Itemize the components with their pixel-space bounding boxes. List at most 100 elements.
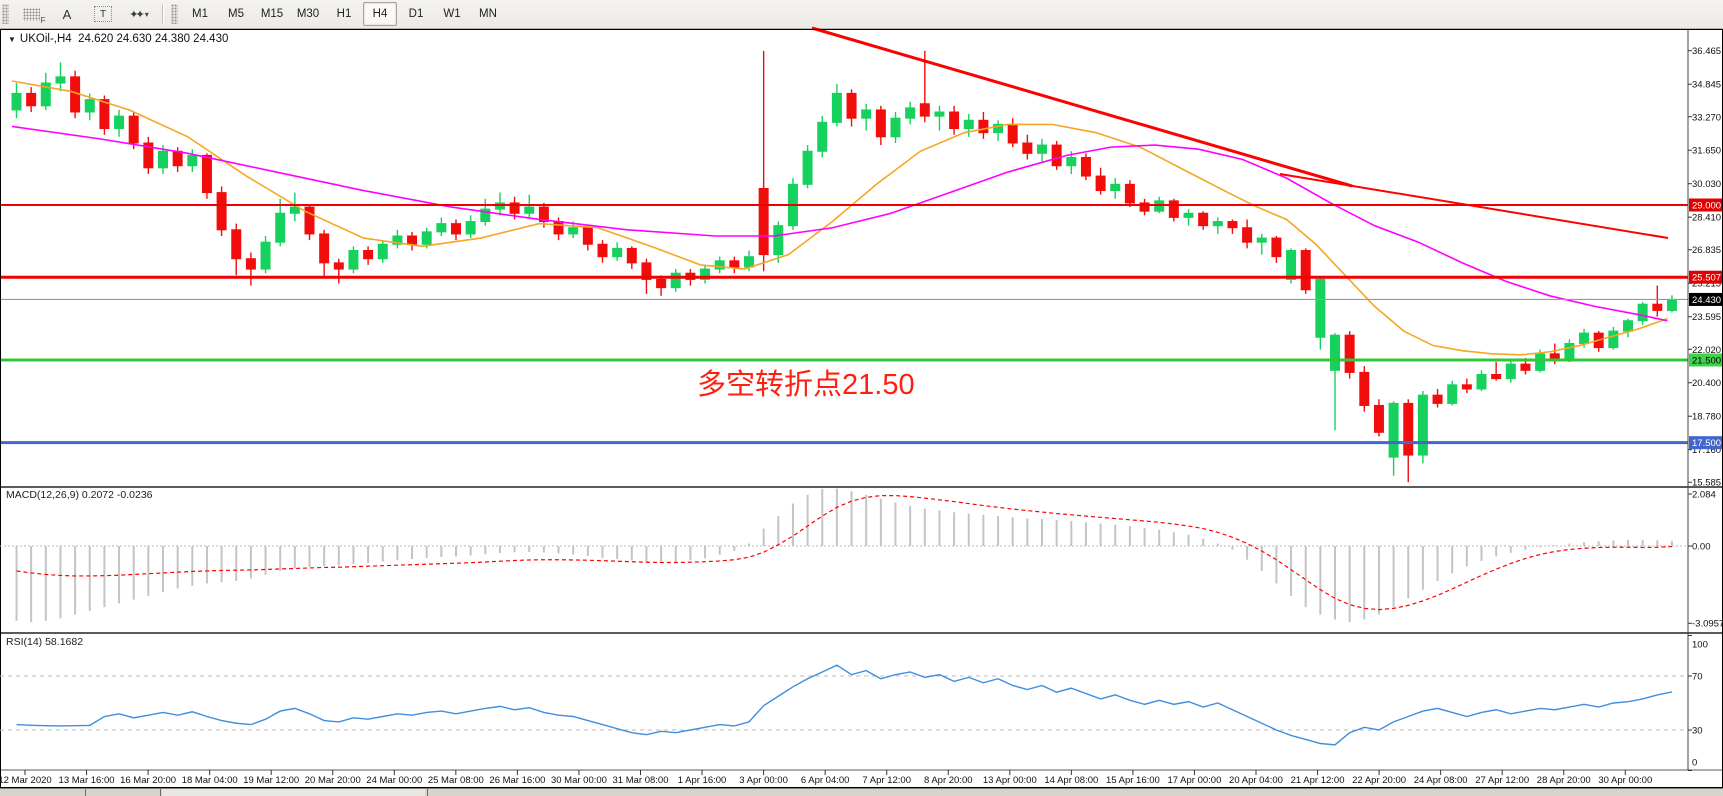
candle-body [1652,303,1663,311]
candle-body [538,206,549,223]
candle-body [612,247,623,258]
time-axis-label: 13 Apr 00:00 [983,775,1037,786]
macd-axis-label: 0.00 [1692,542,1711,553]
time-axis-label: 20 Mar 20:00 [305,775,361,786]
candle-body [1520,363,1531,371]
shapes-button[interactable]: ✦✦ ▾ [122,2,156,26]
candle-body [1227,221,1238,229]
toolbar-separator [162,4,164,24]
candle-body [158,150,168,169]
candle-body [1403,402,1414,456]
tf-button-m30[interactable]: M30 [296,8,320,20]
candle-body [1344,334,1355,373]
price-axis-label: 20.400 [1692,378,1721,389]
candle-body [875,109,886,138]
level-badge-25.507-text: 25.507 [1692,273,1721,284]
candle-body [1579,332,1590,344]
candle-body [1198,212,1209,227]
tf-button-m1[interactable]: M1 [192,8,208,20]
candle-body [245,258,256,270]
candle-body [568,227,579,235]
toolbar-grip-2[interactable] [171,4,178,24]
tf-button-m5[interactable]: M5 [228,8,244,20]
candle-body [289,206,300,214]
tf-button-w1[interactable]: W1 [443,8,461,20]
candle-body [114,115,125,130]
candle-body [905,107,916,119]
candle-body [1461,384,1472,390]
macd-axis-label: -3.0957 [1692,619,1723,630]
tab-divider [427,789,428,796]
active-chart-tab[interactable] [162,789,425,796]
time-axis-label: 17 Apr 00:00 [1168,775,1222,786]
time-axis-label: 16 Mar 20:00 [120,775,176,786]
candle-body [451,223,461,235]
candle-body [656,278,667,289]
macd-signal-line [16,495,1672,611]
candle-body [758,187,769,256]
candle-body [1491,373,1502,380]
candle-body [1373,404,1384,433]
candle-body [1330,334,1340,371]
macd-histogram [15,488,1673,623]
candle-body [407,235,418,245]
tf-button-h1[interactable]: H1 [336,8,352,20]
shapes-icon: ✦✦ [129,8,145,21]
tf-button-mn[interactable]: MN [479,8,497,20]
tf-button-h4[interactable]: H4 [363,2,397,26]
bottom-tab-strip[interactable] [0,788,1723,796]
trendline-1[interactable] [811,26,1353,188]
chart-title[interactable]: ▼ UKOil-,H4 24.620 24.630 24.380 24.430 [8,33,228,45]
chart-annotation-text[interactable]: 多空转折点21.50 [697,369,915,401]
time-axis-label: 31 Mar 08:00 [613,775,669,786]
rsi-axis-label: 100 [1692,640,1708,651]
text-label-button[interactable]: A [50,2,84,26]
time-axis-label: 20 Apr 04:00 [1229,775,1283,786]
price-axis-label: 17.160 [1692,445,1721,456]
toolbar-grip[interactable] [2,4,9,24]
candle-body [831,92,842,123]
candle-body [1535,353,1546,371]
price-axis-label: 26.835 [1692,245,1721,256]
candle-body [949,111,960,130]
chart-dropdown-icon[interactable]: ▼ [8,35,16,44]
time-axis-label: 26 Mar 16:00 [489,775,545,786]
level-badge-17.500-text: 17.500 [1692,438,1721,449]
time-axis-label: 13 Mar 16:00 [59,775,115,786]
time-axis-label: 14 Apr 08:00 [1044,775,1098,786]
candle-body [333,262,344,270]
candle-body [597,243,608,258]
candle-body [304,206,315,235]
candle-body [1124,183,1135,204]
time-axis-label: 1 Apr 16:00 [678,775,727,786]
letter-a-icon: A [62,6,72,22]
price-axis-label: 18.780 [1692,412,1721,423]
tab-divider [160,789,161,796]
candle-body [1212,221,1223,227]
price-axis-label: 23.595 [1692,312,1721,323]
candle-body [1564,342,1575,361]
time-axis-label: 24 Mar 00:00 [366,775,422,786]
candle-body [128,115,139,144]
time-axis[interactable]: 12 Mar 2020 13 Mar 16:00 16 Mar 20:00 18 Ma… [0,770,1652,786]
grid-icon: F [22,7,46,25]
text-box-button[interactable]: T [86,2,120,26]
crosshair-grid-button[interactable]: F [14,2,48,26]
time-axis-label: 25 Mar 08:00 [428,775,484,786]
candle-body [861,109,872,119]
tf-button-m15[interactable]: M15 [260,8,284,20]
level-badge-21.500: 21.500 [1689,353,1722,367]
candle-body [1007,123,1018,144]
candle-body [84,99,95,113]
tf-button-d1[interactable]: D1 [408,8,424,20]
price-axis-label: 31.650 [1692,146,1721,157]
time-axis-label: 19 Mar 12:00 [243,775,299,786]
candle-body [1315,278,1326,338]
candle-body [978,119,989,134]
level-badge-21.500-text: 21.500 [1692,356,1721,367]
candle-body [890,117,901,138]
candle-body [348,249,359,270]
price-axis-label: 34.845 [1692,80,1721,91]
time-axis-label: 30 Apr 00:00 [1598,775,1652,786]
